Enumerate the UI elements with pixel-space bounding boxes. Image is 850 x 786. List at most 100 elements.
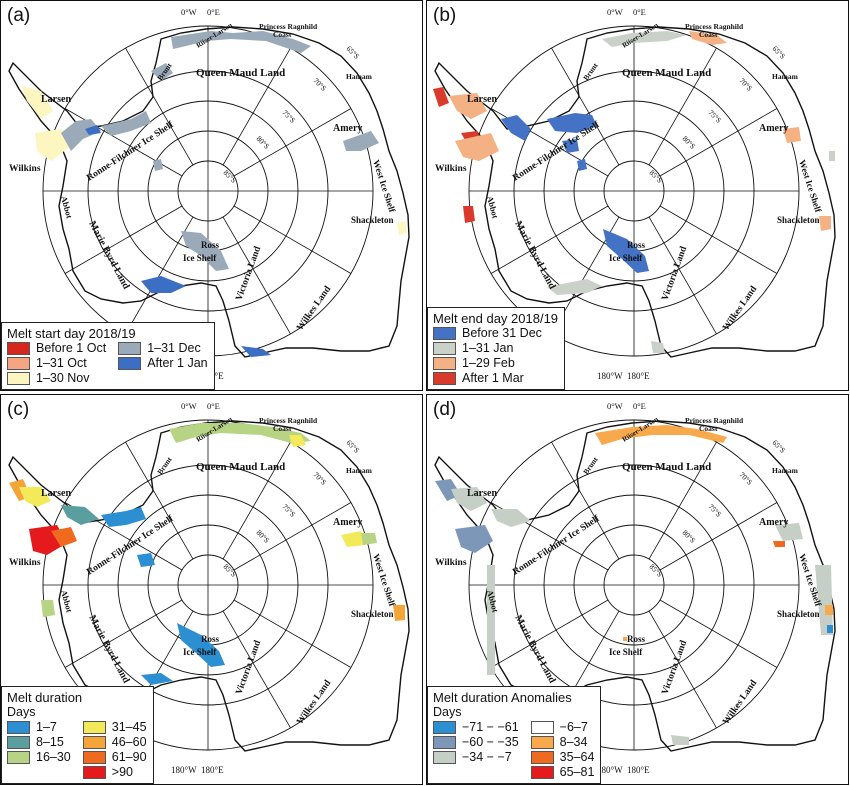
melt-pixel-cluster	[343, 131, 379, 151]
place-label: Ice Shelf	[609, 253, 643, 263]
legend-swatch	[82, 766, 106, 779]
place-label: Larsen	[467, 488, 497, 499]
place-label: Coast	[273, 30, 292, 39]
legend-item: 1–31 Jan	[433, 341, 542, 356]
antarctica-coastline	[8, 420, 410, 752]
legend-label: 1–31 Oct	[36, 356, 87, 370]
meridian-line	[125, 441, 194, 560]
legend-item: 1–29 Feb	[433, 356, 542, 371]
legend-label: 1–7	[36, 720, 57, 734]
legend-title: Melt duration Anomalies	[433, 690, 572, 705]
legend-label: After 1 Jan	[147, 356, 208, 370]
melt-pixel-cluster	[827, 625, 833, 633]
legend-item: 8–34	[530, 735, 595, 750]
legend-label: After 1 Mar	[462, 371, 524, 385]
legend-swatch	[82, 736, 106, 749]
legend-column: Before 1 Oct 1–31 Oct 1–30 Nov	[7, 341, 106, 386]
place-label: Amery	[759, 123, 788, 134]
melt-pixel-cluster	[101, 507, 146, 527]
melt-pixel-cluster	[169, 423, 311, 443]
meridian-line	[551, 47, 620, 166]
legend-swatch	[7, 751, 30, 764]
melt-pixel-cluster	[181, 231, 229, 271]
place-label: Ross	[627, 634, 646, 644]
panel-label: (a)	[7, 5, 31, 26]
melt-pixel-cluster	[455, 525, 493, 553]
legend-columns: −71 − −61 −60 − −35 −34 − −7 −6–7 8–34 35–64 6…	[433, 720, 594, 780]
legend-column: −6–7 8–34 35–64 65–81	[530, 720, 595, 780]
legend-item: −6–7	[530, 720, 595, 735]
melt-pixel-cluster	[501, 115, 531, 141]
melt-pixel-cluster	[603, 229, 649, 273]
legend-label: 8–15	[36, 735, 64, 749]
meridian-line	[222, 441, 291, 560]
place-label: Coast	[273, 424, 292, 433]
legend-item: 1–31 Dec	[118, 341, 207, 356]
melt-pixel-cluster	[85, 125, 101, 135]
melt-pixel-cluster	[602, 31, 687, 47]
legend-label: 31–45	[111, 720, 147, 734]
panel-label: (d)	[433, 399, 457, 420]
graticule-label: 0°W	[181, 7, 197, 17]
legend-title: Melt duration	[7, 690, 83, 705]
place-label: Princess Ragnhild	[259, 416, 318, 425]
legend-swatch	[433, 372, 456, 385]
legend-swatch	[530, 721, 554, 734]
place-label: Shackleton	[777, 609, 820, 619]
place-label: Ross	[201, 634, 220, 644]
legend-swatch	[7, 736, 30, 749]
panel-b: 0°W 0°E 180°W 180°E 65°S 70°S 75°S 80°S 85°S Quee…	[426, 0, 849, 391]
legend-item: After 1 Mar	[433, 371, 542, 386]
legend-item: 31–45	[82, 720, 147, 735]
legend-swatch	[433, 342, 456, 355]
legend-label: 8–34	[559, 735, 588, 749]
legend-item: 65–81	[530, 765, 594, 780]
melt-pixel-cluster	[141, 276, 186, 293]
graticule-label: 65°S	[771, 44, 788, 61]
legend-item: −34 − −7	[433, 750, 519, 765]
legend-column: −71 − −61 −60 − −35 −34 − −7	[433, 720, 519, 780]
place-label: Princess Ragnhild	[259, 22, 318, 31]
melt-pixel-cluster	[361, 533, 377, 545]
place-label: Amery	[759, 517, 788, 528]
legend-item: −60 − −35	[433, 735, 519, 750]
legend: Melt duration Anomalies Days −71 − −61 −60 …	[427, 686, 602, 784]
legend-label: 1–31 Jan	[462, 341, 514, 355]
legend-swatch	[433, 357, 456, 370]
meridian-line	[659, 599, 778, 668]
meridian-line	[659, 502, 778, 571]
legend-swatch	[7, 372, 30, 385]
legend-label: 1–30 Nov	[36, 371, 90, 385]
legend-subtitle: Days	[433, 705, 462, 719]
graticule-label: 0°W	[607, 401, 623, 411]
melt-pixel-cluster	[562, 139, 579, 153]
place-label: Ross	[627, 240, 646, 250]
legend-label: −60 − −35	[462, 735, 519, 749]
legend-swatch	[530, 766, 554, 779]
graticule-label: 180°E	[627, 371, 650, 381]
legend-label: 46–60	[111, 735, 147, 749]
meridian-line	[233, 502, 352, 571]
melt-pixel-cluster	[433, 87, 449, 107]
place-label: Wilkins	[435, 164, 467, 174]
legend-swatch	[433, 721, 456, 734]
melt-pixel-cluster	[171, 31, 311, 53]
legend-swatch	[433, 751, 456, 764]
place-label: Hamam	[772, 72, 799, 81]
place-label: Queen Maud Land	[622, 67, 711, 79]
graticule-label: 180°W	[597, 371, 623, 381]
graticule-label: 65°S	[345, 438, 362, 455]
melt-pixel-cluster	[651, 341, 665, 353]
legend-item: 46–60	[82, 735, 147, 750]
place-label: Queen Maud Land	[196, 461, 285, 473]
meridian-line	[648, 610, 717, 729]
melt-pixel-cluster	[819, 216, 831, 231]
meridian-line	[233, 599, 352, 668]
place-label: Queen Maud Land	[622, 461, 711, 473]
legend-columns: Before 1 Oct 1–31 Oct 1–30 Nov 1–31 Dec Afte…	[7, 341, 208, 386]
place-label: Shackleton	[351, 609, 394, 619]
meridian-line	[64, 205, 183, 274]
legend-label: 35–64	[559, 750, 595, 764]
melt-pixel-cluster	[547, 113, 597, 133]
melt-pixel-cluster	[141, 673, 173, 685]
